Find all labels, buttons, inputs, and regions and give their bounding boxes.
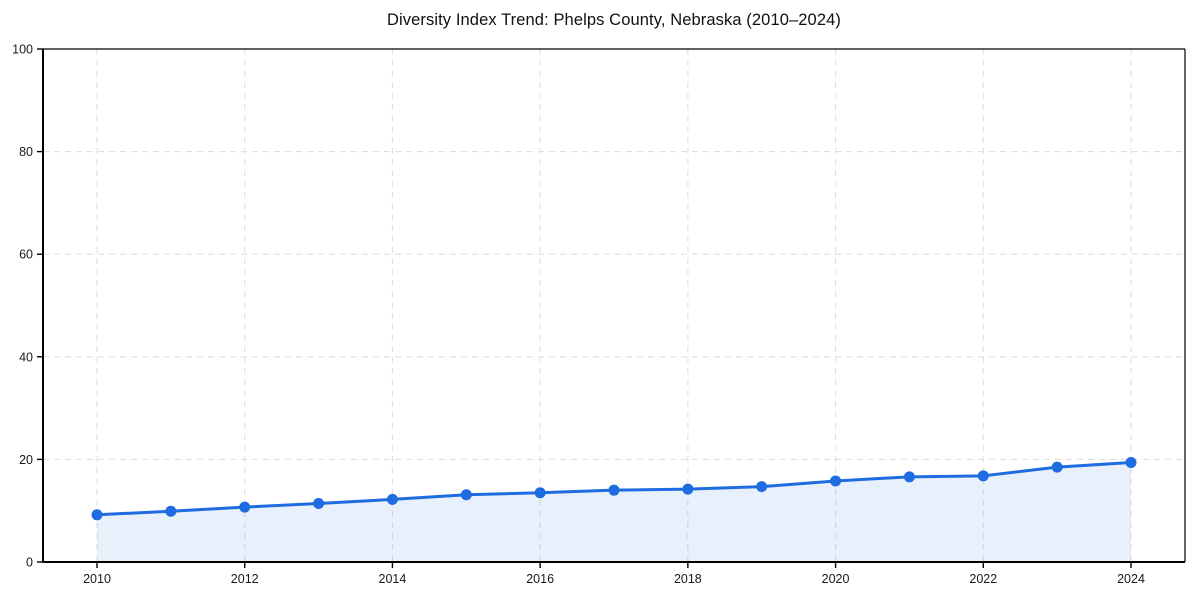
data-point-marker-2014 — [386, 493, 398, 505]
x-tick-label: 2018 — [674, 572, 702, 586]
x-tick-label: 2020 — [822, 572, 850, 586]
x-tick-label: 2024 — [1117, 572, 1145, 586]
y-tick-label: 20 — [19, 453, 33, 467]
data-point-marker-2012 — [239, 501, 251, 513]
x-tick-label: 2016 — [526, 572, 554, 586]
x-tick-label: 2022 — [969, 572, 997, 586]
data-point-marker-2011 — [165, 505, 177, 517]
data-point-marker-2021 — [903, 471, 915, 483]
data-point-marker-2022 — [977, 470, 989, 482]
data-point-marker-2018 — [682, 483, 694, 495]
series-area-fill — [97, 462, 1131, 562]
data-point-marker-2017 — [608, 484, 620, 496]
x-tick-label: 2012 — [231, 572, 259, 586]
plot-area — [43, 49, 1185, 562]
y-tick-label: 40 — [19, 350, 33, 364]
x-tick-label: 2014 — [379, 572, 407, 586]
y-tick-label: 80 — [19, 145, 33, 159]
data-point-marker-2016 — [534, 487, 546, 499]
data-point-marker-2020 — [830, 475, 842, 487]
data-point-marker-2024 — [1125, 456, 1137, 468]
data-point-marker-2013 — [313, 498, 325, 510]
data-point-marker-2015 — [460, 489, 472, 501]
y-tick-label: 100 — [12, 43, 33, 57]
data-point-marker-2023 — [1051, 461, 1063, 473]
data-point-marker-2019 — [756, 481, 768, 493]
y-tick-label: 60 — [19, 248, 33, 262]
data-point-marker-2010 — [91, 509, 103, 521]
chart-title: Diversity Index Trend: Phelps County, Ne… — [387, 11, 841, 29]
x-tick-label: 2010 — [83, 572, 111, 586]
y-tick-label: 0 — [26, 556, 33, 570]
